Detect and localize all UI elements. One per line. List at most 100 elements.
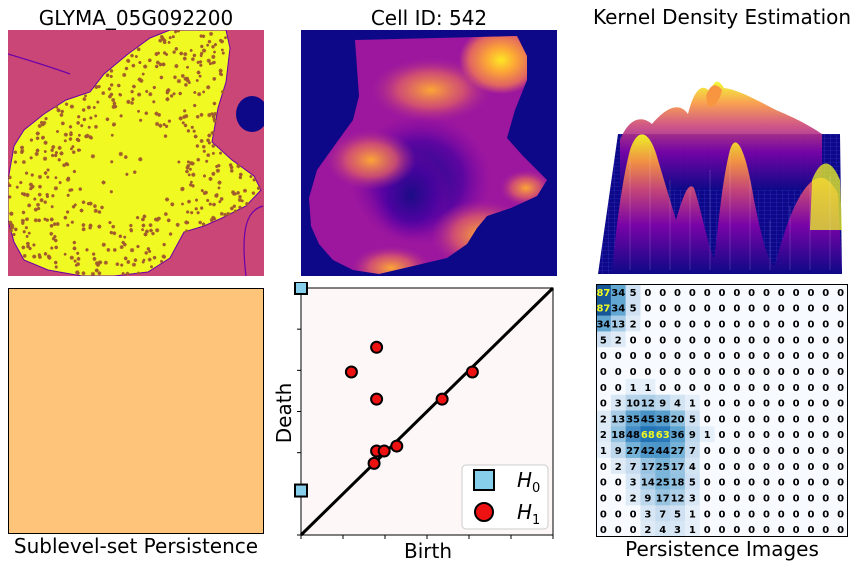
transcript-marker (155, 228, 160, 233)
heatmap-cell (670, 410, 686, 427)
transcript-marker (85, 133, 90, 138)
transcript-marker (110, 160, 114, 164)
transcript-marker (101, 91, 106, 96)
transcript-marker (130, 53, 134, 58)
transcript-marker (219, 39, 225, 44)
transcript-marker (29, 138, 34, 142)
heatmap-cell-label: 0 (793, 509, 800, 520)
transcript-marker (189, 183, 193, 187)
transcript-marker (161, 254, 166, 259)
heatmap-cell-label: 0 (615, 493, 622, 504)
transcript-marker (160, 36, 165, 41)
transcript-marker (33, 197, 37, 201)
transcript-marker (217, 186, 221, 190)
transcript-marker (51, 145, 56, 150)
heatmap-cell (714, 315, 730, 332)
transcript-marker (122, 72, 127, 78)
transcript-marker (229, 168, 234, 173)
heatmap-cell (729, 284, 745, 301)
transcript-marker (190, 125, 194, 129)
heatmap-cell (610, 299, 626, 316)
heatmap-cell-label: 0 (822, 351, 829, 362)
transcript-marker (196, 157, 201, 162)
transcript-marker (53, 260, 58, 265)
heatmap-cell-label: 0 (733, 430, 740, 441)
heatmap-frame (596, 284, 848, 537)
heatmap-cell (803, 410, 819, 427)
heatmap-cell-label: 4 (689, 462, 696, 473)
heatmap-cell-label: 0 (719, 335, 726, 346)
heatmap-cell-label: 0 (733, 525, 740, 536)
heatmap-cell-label: 0 (630, 351, 637, 362)
transcript-marker (206, 198, 210, 203)
transcript-marker (81, 271, 86, 276)
heatmap-cell (773, 426, 790, 443)
heatmap-cell-label: 0 (822, 399, 829, 410)
transcript-marker (182, 115, 186, 119)
heatmap-cell (640, 299, 656, 316)
heatmap-cell (729, 505, 745, 522)
transcript-marker (51, 237, 56, 241)
heatmap-cell (714, 457, 730, 475)
heatmap-cell (833, 489, 849, 506)
h0-point (294, 281, 308, 295)
transcript-marker (187, 173, 191, 177)
transcript-marker (8, 195, 12, 199)
heatmap-cell (684, 378, 701, 395)
transcript-marker (120, 263, 124, 267)
transcript-marker (49, 217, 54, 222)
transcript-marker (152, 255, 157, 260)
heatmap-cell (596, 363, 612, 380)
heatmap-cell (788, 410, 804, 427)
transcript-marker (73, 203, 77, 207)
transcript-marker (130, 89, 134, 94)
heatmap-cell-label: 0 (793, 367, 800, 378)
transcript-marker (155, 60, 160, 65)
transcript-marker (37, 192, 42, 197)
heatmap-cell-label: 0 (793, 351, 800, 362)
transcript-marker (174, 63, 179, 69)
transcript-marker (37, 123, 42, 129)
transcript-marker (170, 202, 175, 207)
heatmap-cell-label: 0 (600, 525, 607, 536)
legend-h0-marker (473, 469, 495, 491)
heatmap-cell (699, 505, 715, 522)
legend-h1-marker (474, 502, 494, 522)
transcript-marker (189, 49, 193, 52)
legend-label-1: H1 (517, 500, 540, 528)
heatmap-cell (670, 284, 686, 301)
heatmap-cell (670, 521, 686, 538)
heatmap-cell-label: 38 (656, 414, 670, 425)
transcript-marker (57, 145, 62, 150)
transcript-marker (112, 101, 117, 106)
transcript-marker (88, 225, 92, 230)
heatmap-cell (788, 347, 804, 364)
transcript-marker (70, 147, 73, 151)
heatmap-cell-label: 0 (674, 383, 681, 394)
heatmap-cell-label: 0 (704, 320, 711, 331)
heatmap-cell (655, 489, 671, 506)
transcript-marker (164, 197, 170, 202)
heatmap-cell (670, 442, 686, 459)
heatmap-cell (803, 299, 819, 316)
heatmap-cell-label: 12 (641, 399, 655, 410)
transcript-marker (238, 194, 242, 199)
heatmap-cell-label: 1 (600, 446, 607, 457)
transcript-marker (162, 123, 166, 126)
heatmap-cell (773, 442, 790, 459)
transcript-marker (22, 192, 27, 197)
transcript-marker (121, 272, 125, 276)
heatmap-cell (773, 363, 790, 380)
transcript-marker (215, 165, 219, 168)
heatmap-cell (596, 426, 612, 443)
heatmap-cell (744, 284, 760, 301)
heatmap-cell-label: 13 (611, 320, 625, 331)
heatmap-cell (744, 410, 760, 427)
heatmap-cell (714, 489, 730, 506)
transcript-marker (186, 160, 190, 164)
heatmap-cell (655, 473, 671, 490)
heatmap-cell-label: 0 (704, 478, 711, 489)
heatmap-cell-label: 0 (719, 304, 726, 315)
transcript-marker (196, 211, 200, 215)
heatmap-cell (818, 442, 834, 459)
